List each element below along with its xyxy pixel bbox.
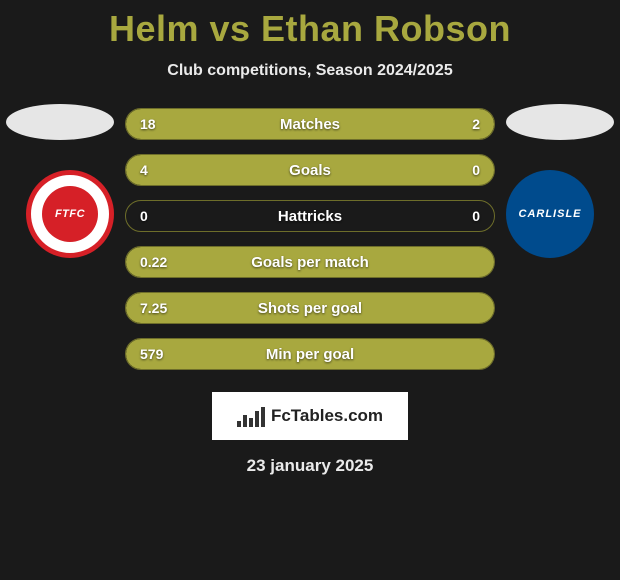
player-oval-right (506, 104, 614, 140)
page-title: Helm vs Ethan Robson (0, 0, 620, 50)
stat-bar: 4 0 Goals (125, 154, 495, 186)
stat-label: Goals (289, 162, 331, 179)
stat-label: Hattricks (278, 208, 342, 225)
stat-value-right: 0 (472, 162, 480, 178)
stat-value-left: 0.22 (140, 254, 167, 270)
stat-value-left: 7.25 (140, 300, 167, 316)
club-badge-left: FTFC (26, 170, 114, 258)
stat-bar: 7.25 Shots per goal (125, 292, 495, 324)
stat-value-left: 579 (140, 346, 163, 362)
stat-bar: 0.22 Goals per match (125, 246, 495, 278)
stat-value-left: 0 (140, 208, 148, 224)
stat-value-left: 18 (140, 116, 156, 132)
stat-label: Min per goal (266, 346, 354, 363)
bar-chart-icon (237, 405, 265, 427)
snapshot-date: 23 january 2025 (0, 456, 620, 476)
stat-value-right: 2 (472, 116, 480, 132)
stat-value-left: 4 (140, 162, 148, 178)
stat-label: Goals per match (251, 254, 369, 271)
stat-label: Matches (280, 116, 340, 133)
stat-bar: 579 Min per goal (125, 338, 495, 370)
stat-bar: 0 0 Hattricks (125, 200, 495, 232)
stat-bar: 18 2 Matches (125, 108, 495, 140)
club-badge-right-label: CARLISLE (519, 208, 582, 220)
stat-bars: 18 2 Matches 4 0 Goals 0 0 Hattricks 0.22 Goals pe… (125, 108, 495, 370)
stat-value-right: 0 (472, 208, 480, 224)
comparison-panel: FTFC CARLISLE 18 2 Matches 4 0 Goals 0 0 Hattric… (0, 108, 620, 370)
logo-text: FcTables.com (271, 406, 383, 426)
club-badge-left-label: FTFC (42, 186, 98, 242)
stat-label: Shots per goal (258, 300, 362, 317)
club-badge-right: CARLISLE (506, 170, 594, 258)
subtitle: Club competitions, Season 2024/2025 (0, 62, 620, 80)
fctables-logo: FcTables.com (212, 392, 408, 440)
player-oval-left (6, 104, 114, 140)
